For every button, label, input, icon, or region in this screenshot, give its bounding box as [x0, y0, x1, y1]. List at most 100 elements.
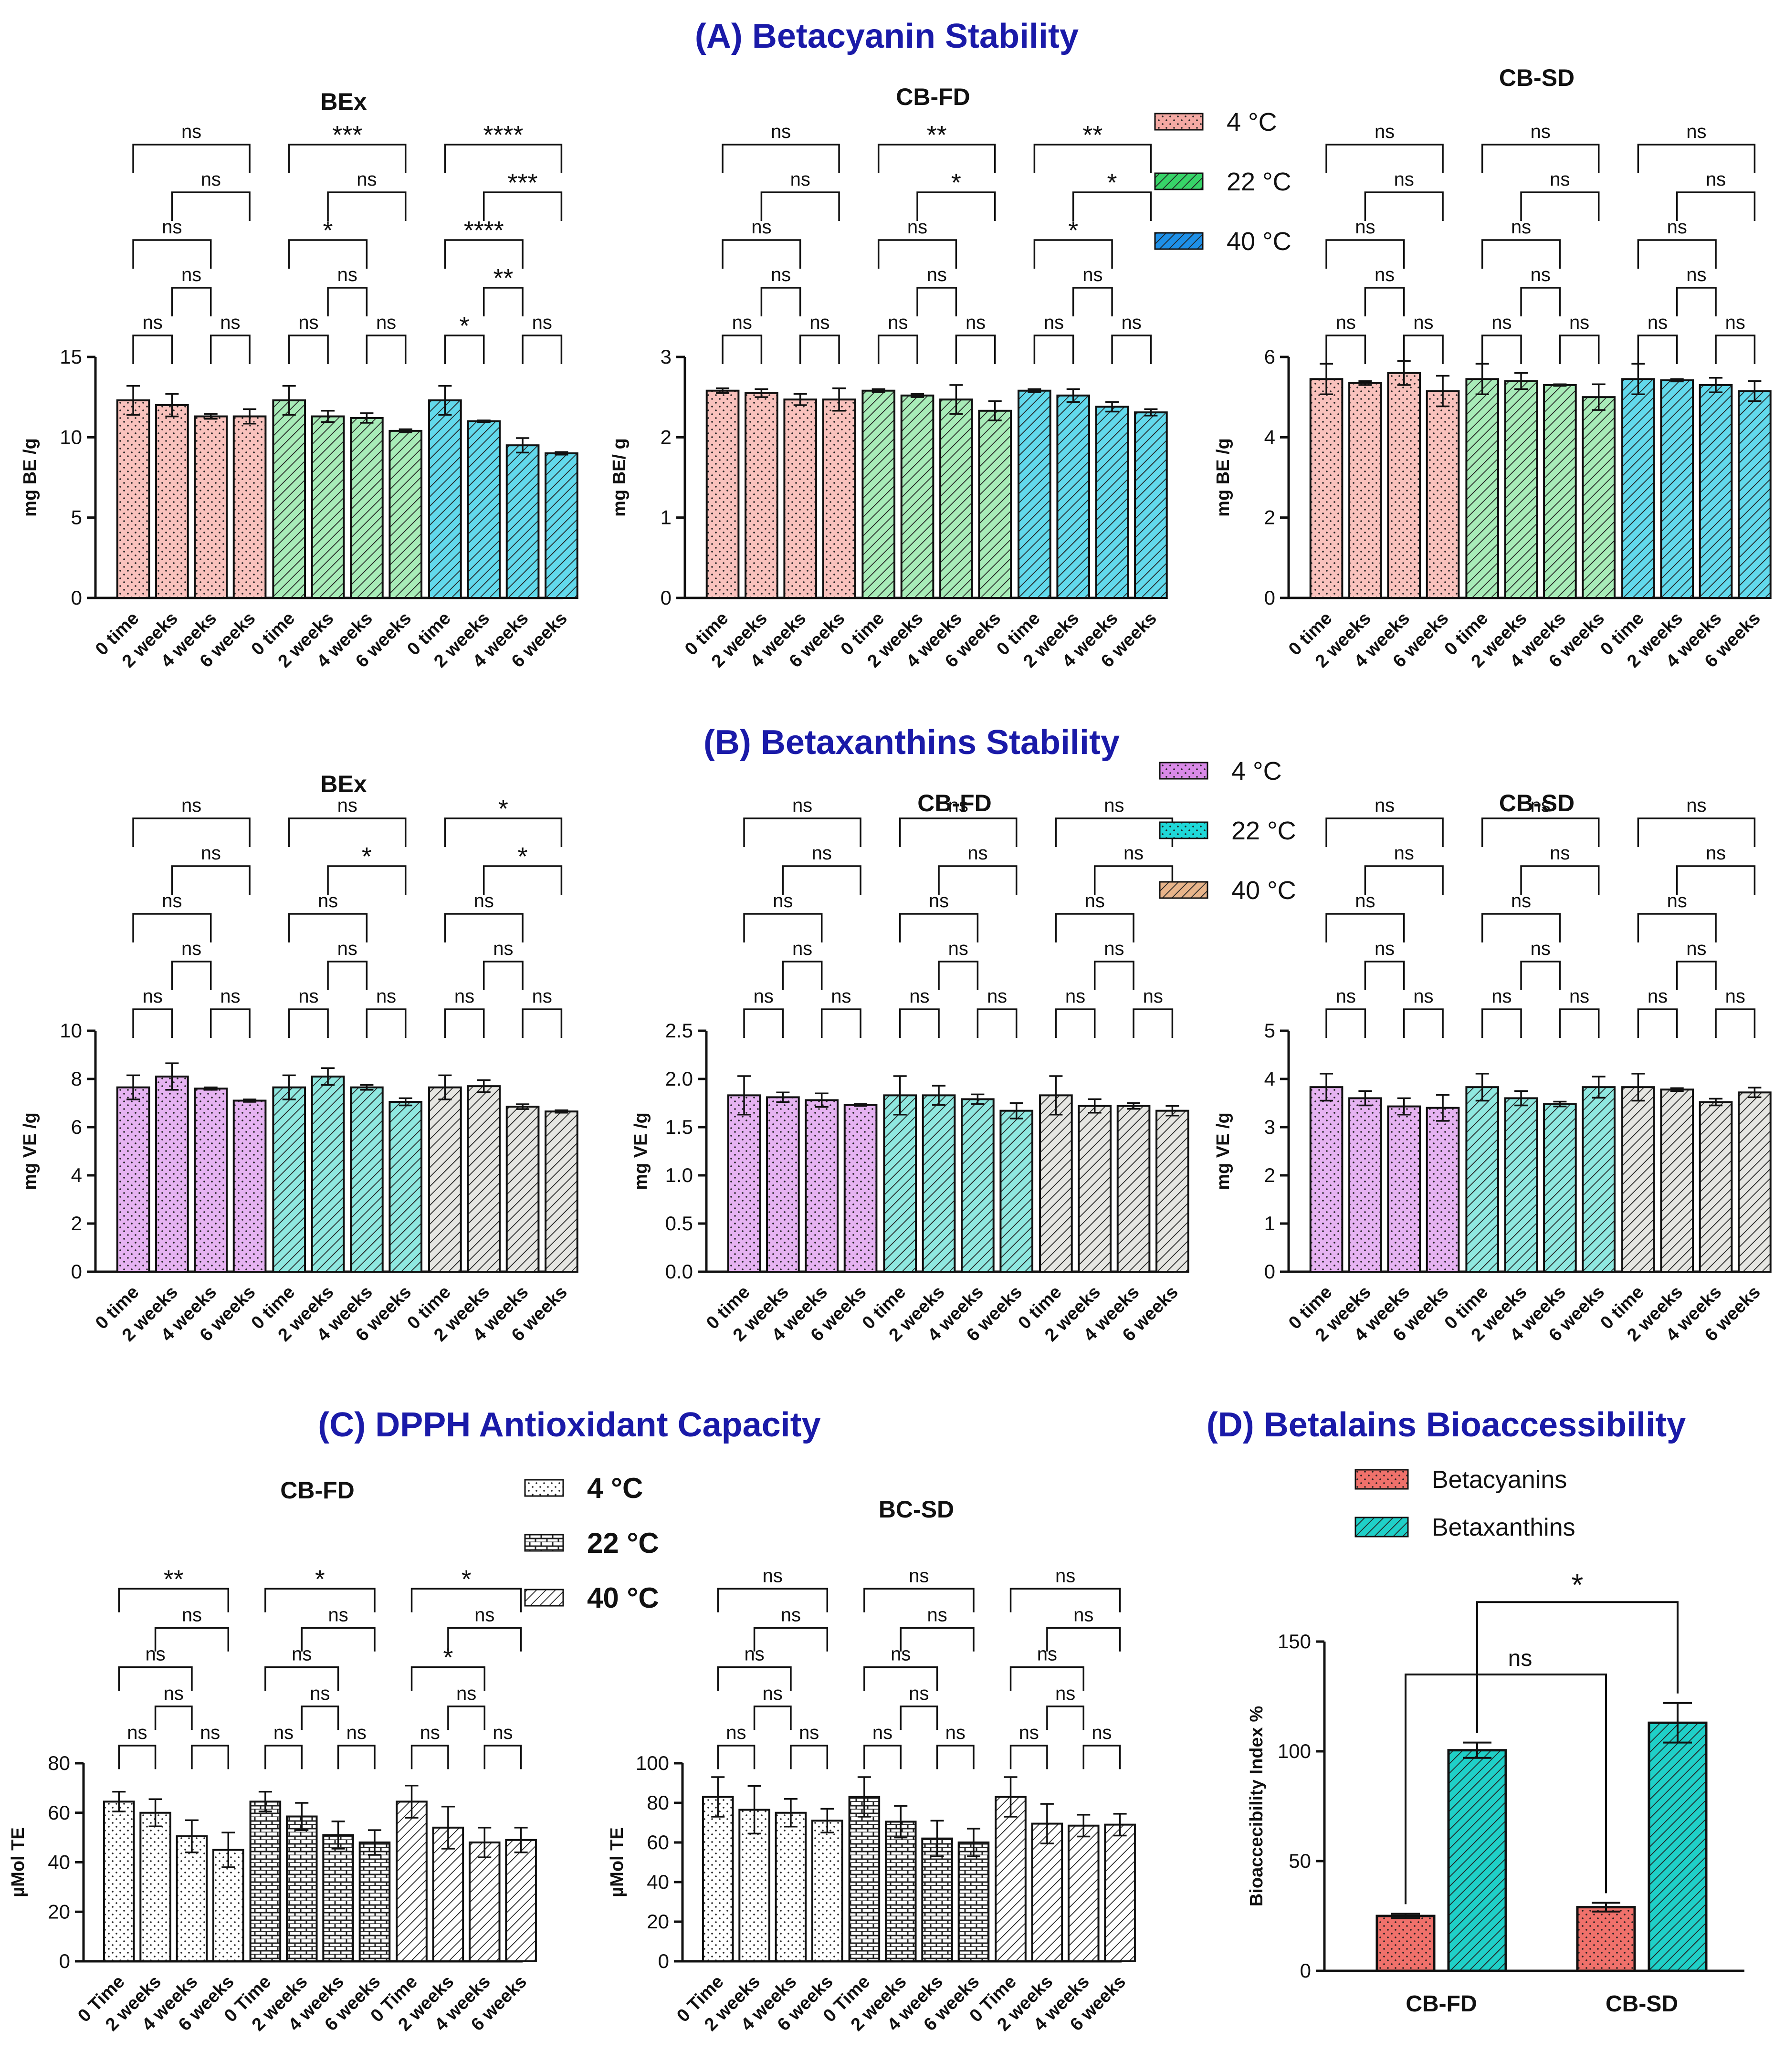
significance-label: ns — [181, 121, 201, 142]
bar — [1648, 1721, 1708, 1972]
significance-bracket — [366, 335, 407, 364]
y-tick-label: 100 — [636, 1752, 669, 1774]
bar — [428, 399, 462, 599]
significance-bracket — [1046, 1627, 1121, 1652]
bar — [1582, 1086, 1616, 1273]
significance-label: ns — [298, 986, 318, 1007]
y-tick-label: 2 — [1264, 506, 1275, 529]
significance-label: ns — [1394, 843, 1414, 864]
significance-bracket — [171, 865, 251, 895]
significance-bracket — [191, 1745, 230, 1769]
significance-bracket — [410, 1666, 486, 1691]
bar — [745, 392, 778, 599]
y-tick-label: 1 — [1264, 1212, 1275, 1235]
bar — [921, 1837, 953, 1962]
bar — [1426, 390, 1460, 599]
bar — [505, 1106, 540, 1273]
significance-bracket — [753, 1627, 829, 1652]
significance-bracket — [760, 191, 840, 221]
significance-label: ns — [948, 795, 968, 816]
bar — [1155, 1109, 1189, 1273]
significance-bracket — [522, 335, 563, 364]
bar — [139, 1811, 171, 1962]
significance-label: ns — [182, 1604, 202, 1625]
legend-swatch — [1354, 1517, 1409, 1538]
y-tick-label: 0.0 — [665, 1260, 693, 1283]
significance-bracket — [118, 1666, 193, 1691]
section-title-d: (D) Betalains Bioaccessibility — [1207, 1406, 1686, 1444]
significance-label: ns — [220, 986, 240, 1007]
significance-bracket — [1009, 1588, 1121, 1612]
legend-swatch — [1154, 172, 1204, 190]
significance-label: ns — [181, 264, 201, 285]
significance-label: ns — [831, 986, 851, 1007]
bar — [1116, 1105, 1151, 1273]
bar — [775, 1811, 807, 1962]
legend-swatch — [524, 1479, 564, 1497]
y-axis-label: Bioaccecibility Index % — [1247, 1706, 1267, 1906]
significance-bracket — [1033, 239, 1113, 269]
significance-bracket — [1364, 191, 1444, 221]
significance-bracket — [1520, 191, 1600, 221]
significance-label: ns — [872, 1722, 892, 1743]
bar — [212, 1849, 244, 1962]
significance-bracket — [1520, 287, 1561, 316]
significance-bracket — [1133, 1008, 1174, 1038]
bar — [738, 1809, 770, 1962]
significance-bracket — [1055, 913, 1134, 942]
significance-bracket — [1481, 144, 1600, 173]
significance-label: ns — [1044, 312, 1064, 333]
legend-label: Betaxanthins — [1432, 1514, 1575, 1541]
significance-label: ** — [164, 1565, 184, 1593]
y-axis-label: mg VE /g — [20, 1112, 40, 1190]
significance-bracket — [938, 961, 979, 990]
significance-bracket — [717, 1745, 756, 1769]
bar — [249, 1800, 282, 1962]
bar — [545, 1110, 578, 1273]
significance-bracket — [1072, 191, 1152, 221]
y-tick-label: 40 — [48, 1851, 70, 1873]
y-tick-label: 0 — [1264, 586, 1275, 609]
significance-label: ns — [812, 843, 832, 864]
significance-label: ns — [790, 169, 810, 190]
legend-swatch — [1159, 762, 1208, 780]
significance-bracket — [327, 865, 407, 895]
y-tick-label: 2.0 — [665, 1067, 693, 1090]
significance-label: *** — [508, 168, 538, 197]
bar — [1426, 1107, 1460, 1273]
bar — [1309, 1086, 1344, 1273]
significance-label: ns — [310, 1683, 330, 1704]
significance-label: ns — [1143, 986, 1163, 1007]
chart-title: BEx — [320, 771, 367, 797]
bar — [900, 394, 934, 599]
legend-swatch — [1354, 1469, 1409, 1490]
significance-bracket — [337, 1745, 376, 1769]
y-tick-label: 20 — [647, 1910, 669, 1933]
significance-label: ns — [493, 1722, 513, 1743]
significance-bracket — [1325, 144, 1444, 173]
bar — [811, 1820, 843, 1963]
y-tick-label: 0.5 — [665, 1212, 693, 1235]
significance-label: ns — [181, 938, 201, 959]
bar — [1134, 411, 1168, 599]
bar — [727, 1094, 761, 1273]
y-axis-label: µMol TE — [8, 1827, 28, 1897]
bar — [285, 1815, 318, 1962]
significance-bracket — [132, 144, 251, 173]
bar — [155, 404, 189, 599]
significance-label: ns — [143, 986, 163, 1007]
significance-label: ns — [162, 890, 182, 911]
significance-bracket — [900, 1706, 938, 1730]
significance-label: ns — [792, 795, 812, 816]
significance-bracket — [118, 1745, 157, 1769]
significance-bracket — [132, 335, 173, 364]
significance-bracket — [288, 817, 407, 847]
significance-bracket — [1403, 335, 1444, 364]
significance-label: ns — [1531, 795, 1551, 816]
legend-label: 40 °C — [587, 1582, 659, 1614]
significance-label: ns — [751, 217, 771, 238]
y-tick-label: 2 — [661, 426, 672, 448]
legend-label: 22 °C — [587, 1527, 659, 1559]
significance-bracket — [899, 913, 979, 942]
y-tick-label: 80 — [647, 1791, 669, 1814]
